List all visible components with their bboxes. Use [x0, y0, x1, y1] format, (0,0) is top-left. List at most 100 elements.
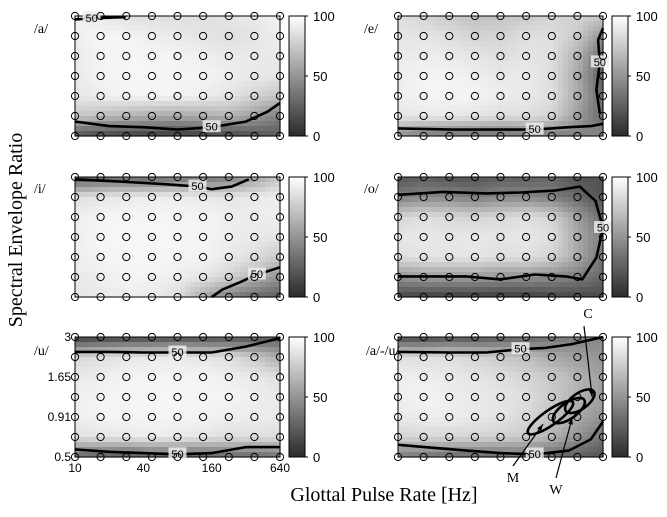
heatmap-cell: [523, 257, 529, 263]
sample-point: [496, 172, 505, 182]
heatmap-cell: [110, 417, 116, 423]
heatmap-cell: [175, 202, 181, 208]
heatmap-cell: [578, 81, 584, 87]
heatmap-cell: [265, 16, 271, 22]
sample-point: [470, 212, 479, 222]
heatmap-cell: [110, 217, 116, 223]
heatmap-cell: [155, 56, 161, 62]
heatmap-cell: [558, 31, 564, 37]
heatmap-cell: [563, 272, 569, 278]
heatmap-cell: [150, 367, 156, 373]
heatmap-cell: [175, 121, 181, 127]
heatmap-cell: [498, 202, 504, 208]
sample-point: [147, 292, 156, 302]
heatmap-cell: [135, 282, 141, 288]
heatmap-cell: [588, 287, 594, 293]
heatmap-cell: [150, 81, 156, 87]
heatmap-cell: [398, 187, 404, 193]
heatmap-cell: [110, 352, 116, 358]
heatmap-cell: [270, 372, 276, 378]
heatmap-cell: [498, 76, 504, 82]
heatmap-cell: [533, 282, 539, 288]
heatmap-cell: [130, 96, 136, 102]
heatmap-cell: [85, 106, 91, 112]
heatmap-cell: [438, 182, 444, 188]
heatmap-cell: [275, 106, 281, 112]
heatmap-cell: [593, 272, 599, 278]
heatmap-cell: [115, 372, 121, 378]
heatmap-cell: [120, 26, 126, 32]
heatmap-cell: [160, 422, 166, 428]
heatmap-cell: [250, 227, 256, 233]
heatmap-cell: [185, 227, 191, 233]
heatmap-cell: [443, 31, 449, 37]
heatmap-cell: [210, 76, 216, 82]
heatmap-cell: [80, 31, 86, 37]
heatmap-cell: [523, 252, 529, 258]
heatmap-cell: [180, 96, 186, 102]
sample-point: [173, 111, 182, 121]
heatmap-cell: [115, 387, 121, 393]
heatmap-cell: [543, 66, 549, 72]
heatmap-cell: [275, 121, 281, 127]
heatmap-cell: [270, 362, 276, 368]
heatmap-cell: [578, 66, 584, 72]
heatmap-cell: [478, 121, 484, 127]
heatmap-cell: [140, 41, 146, 47]
heatmap-cell: [245, 86, 251, 92]
heatmap-cell: [115, 121, 121, 127]
heatmap-cell: [230, 227, 236, 233]
sample-point: [496, 232, 505, 242]
heatmap-cell: [100, 367, 106, 373]
heatmap-cell: [140, 257, 146, 263]
heatmap-cell: [458, 26, 464, 32]
heatmap-cell: [448, 51, 454, 57]
heatmap-cell: [85, 182, 91, 188]
heatmap-cell: [573, 282, 579, 288]
heatmap-cell: [125, 182, 131, 188]
heatmap-cell: [165, 212, 171, 218]
heatmap-cell: [508, 272, 514, 278]
heatmap-cell: [438, 131, 444, 137]
heatmap-cell: [155, 252, 161, 258]
heatmap-cell: [80, 232, 86, 238]
heatmap-cell: [468, 91, 474, 97]
heatmap-cell: [205, 357, 211, 363]
heatmap-cell: [503, 26, 509, 32]
heatmap-cell: [175, 71, 181, 77]
heatmap-cell: [265, 382, 271, 388]
heatmap-cell: [270, 412, 276, 418]
heatmap-cell: [453, 217, 459, 223]
heatmap-cell: [135, 262, 141, 268]
sample-point: [96, 11, 105, 21]
heatmap-cell: [463, 21, 469, 27]
heatmap-cell: [433, 232, 439, 238]
heatmap-cell: [85, 287, 91, 293]
sample-point: [573, 252, 582, 262]
heatmap-cell: [130, 392, 136, 398]
heatmap-cell: [275, 222, 281, 228]
heatmap-cell: [230, 46, 236, 52]
heatmap-cell: [230, 267, 236, 273]
sample-point: [393, 172, 403, 182]
heatmap-cell: [85, 71, 91, 77]
sample-point: [598, 71, 608, 81]
heatmap-cell: [205, 387, 211, 393]
heatmap-cell: [573, 217, 579, 223]
sample-point: [199, 51, 208, 61]
heatmap-cell: [488, 101, 494, 107]
heatmap-cell: [463, 192, 469, 198]
heatmap-cell: [553, 242, 559, 248]
heatmap-cell: [558, 121, 564, 127]
heatmap-cell: [145, 397, 151, 403]
heatmap-cell: [225, 422, 231, 428]
heatmap-cell: [90, 76, 96, 82]
heatmap-cell: [220, 357, 226, 363]
sample-point: [173, 31, 182, 41]
heatmap-cell: [548, 227, 554, 233]
sample-point: [250, 131, 259, 141]
heatmap-cell: [145, 262, 151, 268]
heatmap-cell: [230, 111, 236, 117]
heatmap-cell: [523, 86, 529, 92]
heatmap-cell: [115, 267, 121, 273]
